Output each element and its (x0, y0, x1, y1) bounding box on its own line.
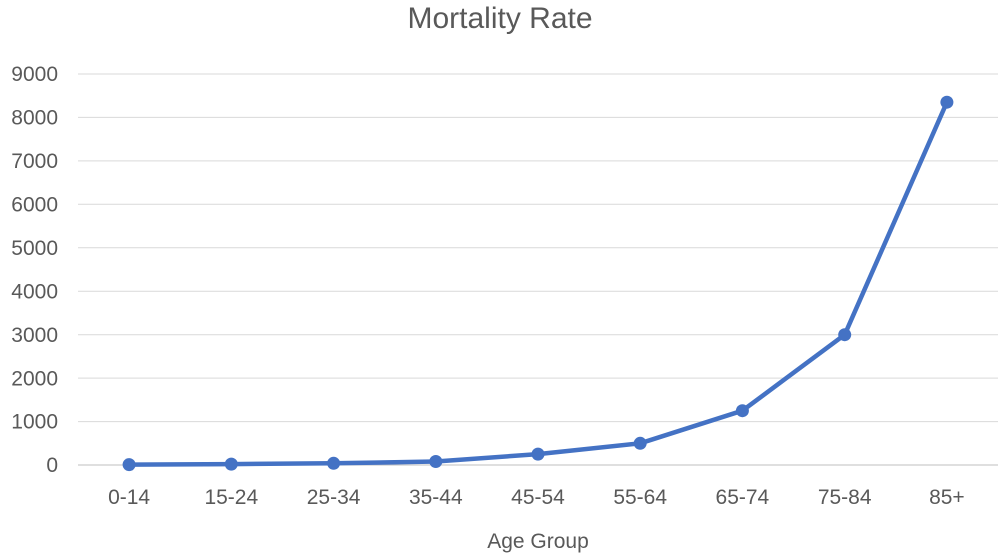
data-point-marker (735, 404, 749, 418)
y-axis-tick-label: 0 (46, 454, 58, 477)
x-axis-tick-label: 85+ (929, 486, 965, 509)
data-point-marker (940, 95, 954, 109)
x-axis-tick-label: 45-54 (511, 486, 565, 509)
x-axis-tick-label: 15-24 (204, 486, 258, 509)
x-axis-tick-label: 35-44 (409, 486, 463, 509)
data-line (126, 99, 950, 467)
y-axis-tick-label: 2000 (11, 367, 58, 390)
data-point-marker (531, 447, 545, 461)
data-point-marker (122, 458, 136, 472)
x-axis-title: Age Group (487, 530, 589, 553)
data-point-marker (327, 456, 341, 470)
y-axis-tick-label: 8000 (11, 107, 58, 130)
y-axis-tick-label: 6000 (11, 194, 58, 217)
x-axis-tick-label: 75-84 (818, 486, 872, 509)
x-axis-tick-label: 25-34 (307, 486, 361, 509)
data-point-marker (633, 436, 647, 450)
x-axis-tick-label: 65-74 (716, 486, 770, 509)
data-point-marker (224, 457, 238, 471)
y-axis-tick-label: 1000 (11, 411, 58, 434)
y-axis-tick-label: 5000 (11, 237, 58, 260)
y-axis-tick-label: 7000 (11, 150, 58, 173)
x-axis-tick-label: 0-14 (108, 486, 150, 509)
chart-title: Mortality Rate (407, 2, 593, 35)
y-axis-tick-label: 3000 (11, 324, 58, 347)
data-point-marker (429, 455, 443, 468)
y-axis-tick-label: 9000 (11, 63, 58, 86)
x-axis-tick-label: 55-64 (613, 486, 667, 509)
y-axis-tick-label: 4000 (11, 280, 58, 303)
data-point-marker (838, 328, 852, 342)
